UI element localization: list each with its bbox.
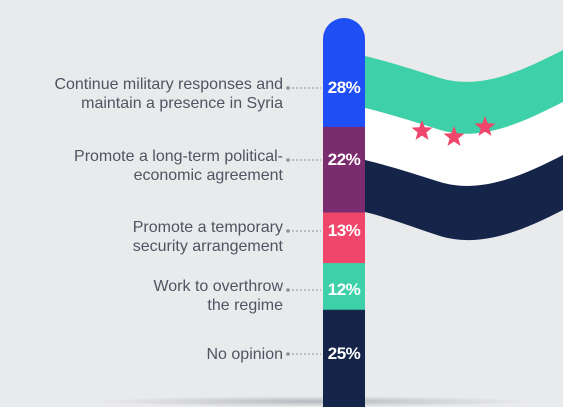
category-label: No opinion: [0, 345, 284, 364]
value-label: 25%: [327, 344, 361, 363]
star-icon: [411, 120, 433, 140]
category-label-line: the regime: [207, 297, 283, 314]
leader-dot: [286, 352, 290, 356]
category-label: Promote a temporary security arrangement: [0, 218, 283, 256]
flag-stripe-white: [365, 102, 563, 186]
leader-dot: [286, 288, 290, 292]
leader-dot: [286, 86, 290, 90]
category-label-line: security arrangement: [132, 238, 283, 255]
value-label: 28%: [327, 78, 361, 97]
bar-segment: [323, 18, 365, 128]
value-label: 22%: [327, 150, 361, 169]
bar-segment: [323, 212, 365, 264]
category-label: Continue military responses and maintain …: [0, 75, 283, 113]
bar-segment: [323, 263, 365, 311]
category-label-line: Continue military responses and: [54, 76, 283, 93]
stacked-bar: [323, 18, 365, 407]
value-label: 12%: [327, 280, 361, 299]
category-label: Promote a long-term political-economic a…: [0, 147, 283, 185]
bar-shadow: [95, 396, 535, 407]
star-icon: [443, 126, 465, 146]
flag-icon: [365, 50, 563, 241]
category-label-line: No opinion: [206, 346, 284, 363]
category-label: Work to overthrow the regime: [0, 277, 283, 315]
leader-lines: [286, 86, 321, 356]
category-label-line: Promote a long-term political-: [74, 148, 283, 165]
flag-stripe-green: [365, 50, 563, 134]
category-label-line: Work to overthrow: [153, 278, 283, 295]
category-label-line: economic agreement: [133, 167, 283, 184]
star-icon: [474, 116, 496, 136]
bar-segment: [323, 309, 365, 407]
leader-dot: [286, 158, 290, 162]
flag-stripe-navy: [365, 155, 563, 241]
flag-stars: [411, 116, 496, 146]
bar-segment: [323, 126, 365, 213]
leader-dot: [286, 229, 290, 233]
value-label: 13%: [327, 221, 361, 240]
category-label-line: Promote a temporary: [132, 219, 283, 236]
category-label-line: maintain a presence in Syria: [81, 95, 283, 112]
